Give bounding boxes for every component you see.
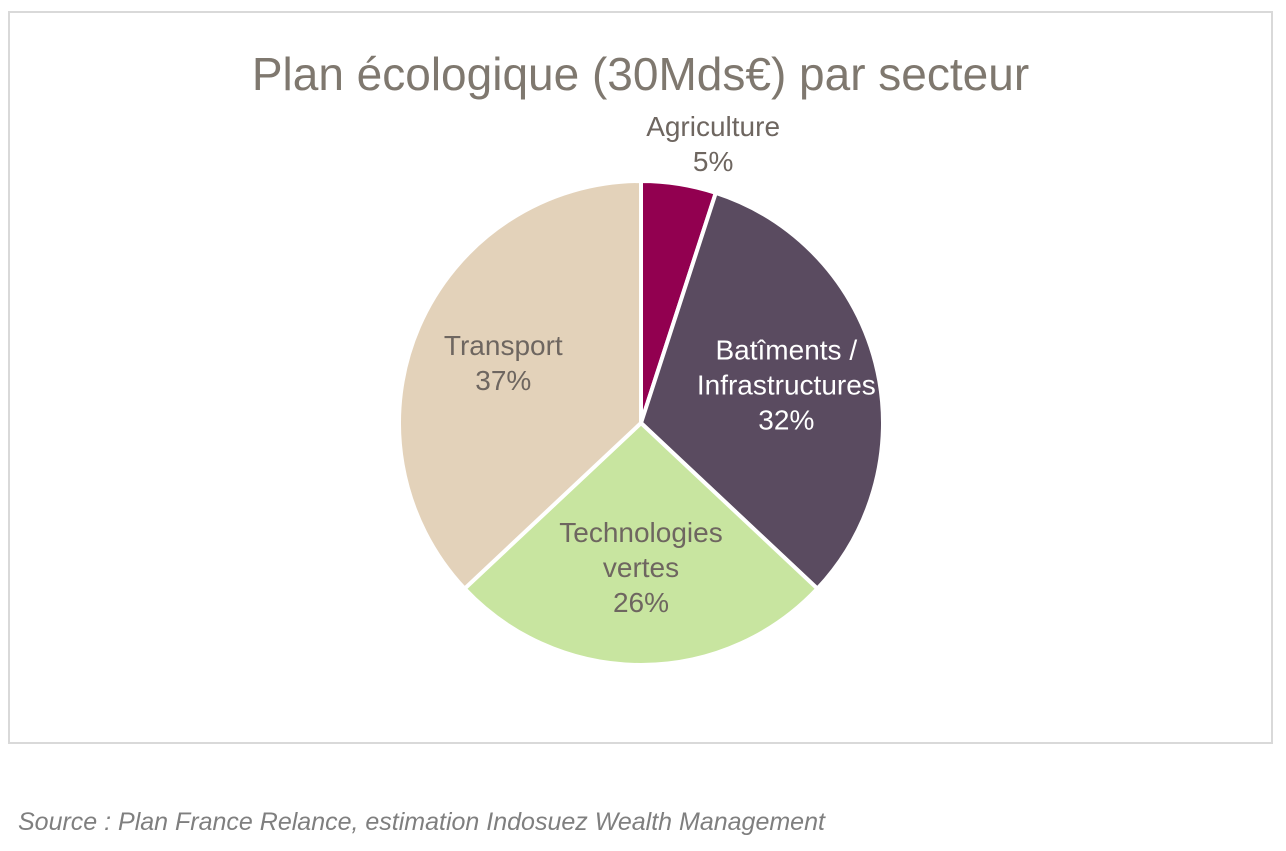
pie-slices [397,179,885,667]
slice-label: Transport 37% [444,330,563,396]
slice-label-line: 26% [613,587,669,618]
slice-label: Batîments / Infrastructures 32% [697,335,876,436]
chart-title: Plan écologique (30Mds€) par secteur [251,48,1030,100]
slice-label-line: Batîments / [716,335,858,366]
slice-label: Agriculture 5% [646,111,780,177]
slice-label-line: Transport [444,330,563,361]
slice-label: Technologies vertes 26% [559,517,722,618]
source-note: Source : Plan France Relance, estimation… [18,808,825,836]
slice-label-line: 5% [693,146,733,177]
slice-label-line: Infrastructures [697,370,876,401]
pie-slice [639,190,885,591]
slice-label-line: 37% [475,365,531,396]
slice-label-line: Agriculture [646,111,780,142]
pie-slice [462,421,820,667]
slice-label-line: vertes [603,552,679,583]
pie-labels: Agriculture 5% Batîments / Infrastructures 3… [444,111,876,618]
slice-label-line: Technologies [559,517,722,548]
pie-slice [397,179,643,591]
slice-label-line: 32% [758,405,814,436]
